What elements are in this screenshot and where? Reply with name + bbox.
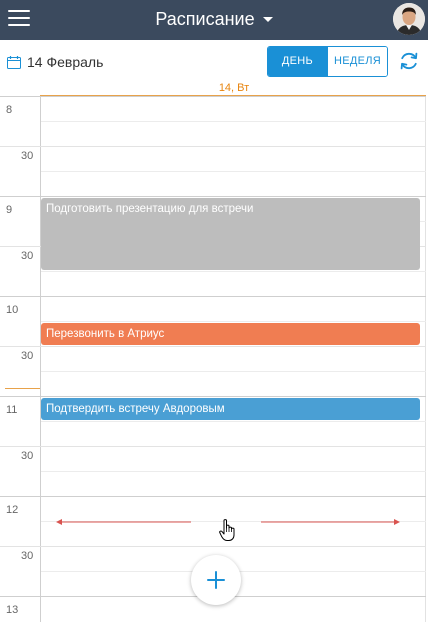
- refresh-icon[interactable]: [398, 50, 420, 72]
- toolbar: 14 Февраль ДЕНЬ НЕДЕЛЯ: [0, 40, 428, 86]
- quarter-line: [41, 421, 426, 422]
- event-title: Подтвердить встречу Авдоровым: [46, 403, 225, 415]
- half-label: 30: [21, 250, 34, 262]
- page-title: Расписание: [155, 9, 255, 29]
- hand-cursor-icon: [219, 519, 235, 541]
- half-label: 30: [21, 350, 34, 362]
- half-label: 30: [21, 150, 34, 162]
- quarter-line: [41, 371, 426, 372]
- quarter-line: [41, 171, 426, 172]
- event-prepare-presentation[interactable]: Подготовить презентацию для встречи: [41, 198, 420, 270]
- hour-label-11: 11: [6, 404, 18, 416]
- hour-line: [0, 296, 426, 297]
- day-grid[interactable]: 8 30 9 30 10 30 11 30 12 30 13: [0, 96, 428, 622]
- time-column-divider: [40, 96, 41, 622]
- chevron-down-icon: [262, 16, 273, 22]
- date-picker[interactable]: 14 Февраль: [7, 52, 103, 72]
- half-label: 30: [21, 450, 34, 462]
- day-column-header[interactable]: 14, Вт: [218, 82, 250, 94]
- half-hour-line: [0, 346, 426, 347]
- hour-line: [0, 496, 426, 497]
- day-view-button[interactable]: ДЕНЬ: [268, 47, 327, 76]
- hour-line: [0, 96, 426, 97]
- grid-right-border: [425, 96, 426, 622]
- view-toggle: ДЕНЬ НЕДЕЛЯ: [267, 46, 388, 77]
- resize-arrows-icon[interactable]: [56, 517, 400, 527]
- hour-line: [0, 196, 426, 197]
- event-confirm-meeting[interactable]: Подтвердить встречу Авдоровым: [41, 398, 420, 420]
- calendar-icon: [7, 55, 21, 69]
- week-view-button[interactable]: НЕДЕЛЯ: [327, 47, 387, 76]
- half-hour-line: [0, 446, 426, 447]
- quarter-line: [41, 271, 426, 272]
- hour-label-13: 13: [6, 604, 19, 616]
- app-header: Расписание: [0, 0, 428, 40]
- avatar[interactable]: [393, 3, 425, 35]
- schedule-title-dropdown[interactable]: Расписание: [0, 0, 428, 40]
- hour-label-10: 10: [6, 304, 19, 316]
- hour-label-9: 9: [6, 204, 13, 216]
- quarter-line: [41, 471, 426, 472]
- event-title: Перезвонить в Атриус: [46, 328, 165, 340]
- event-call-atrius[interactable]: Перезвонить в Атриус: [41, 323, 420, 345]
- event-title: Подготовить презентацию для встречи: [46, 203, 254, 215]
- hamburger-menu-icon[interactable]: [8, 10, 30, 28]
- add-event-button[interactable]: [191, 555, 241, 605]
- half-hour-line: [0, 146, 426, 147]
- hour-label-8: 8: [6, 104, 13, 116]
- half-label: 30: [21, 550, 34, 562]
- quarter-line: [41, 321, 426, 322]
- hour-label-12: 12: [6, 504, 19, 516]
- quarter-line: [41, 521, 426, 522]
- current-time-marker: [5, 388, 40, 389]
- quarter-line: [41, 121, 426, 122]
- plus-icon: [207, 571, 225, 589]
- date-label: 14 Февраль: [27, 54, 104, 70]
- half-hour-line: [0, 546, 426, 547]
- hour-line: [0, 396, 426, 397]
